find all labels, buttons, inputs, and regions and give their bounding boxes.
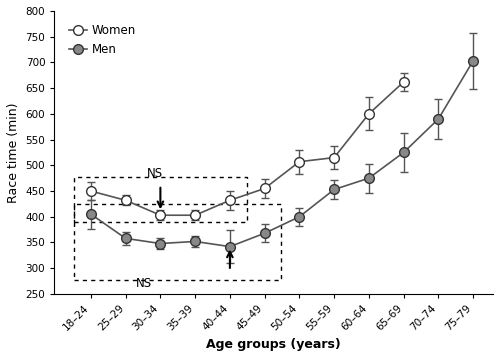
Text: NS: NS [136, 277, 152, 290]
Y-axis label: Race time (min): Race time (min) [7, 102, 20, 203]
Legend: Women, Men: Women, Men [64, 20, 140, 61]
Bar [74, 176, 246, 222]
Bar [74, 204, 282, 280]
Text: NS: NS [146, 166, 162, 180]
X-axis label: Age groups (years): Age groups (years) [206, 338, 341, 351]
